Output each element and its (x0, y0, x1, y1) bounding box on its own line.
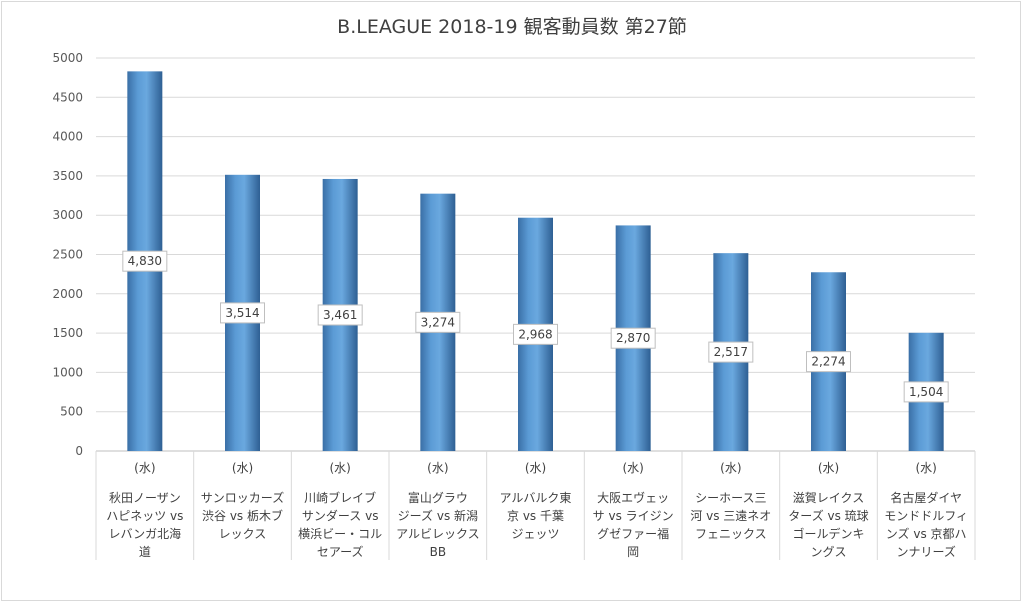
category-label: レバンガ北海 (109, 526, 182, 541)
y-tick-label: 4000 (52, 130, 83, 144)
category-day-label: (水) (134, 461, 155, 475)
category-label: 渋谷 vs 栃木ブ (202, 508, 283, 523)
category-label: サ vs ライジン (593, 509, 674, 523)
category-label: ングス (810, 545, 846, 559)
category-label: ジェッツ (511, 527, 559, 541)
data-label-box (903, 381, 949, 403)
category-day-label: (水) (915, 461, 936, 475)
data-label-box (220, 302, 265, 324)
category-day-label: (水) (329, 461, 350, 475)
y-tick-label: 500 (60, 405, 83, 419)
category-label: グゼファー福 (597, 526, 669, 541)
category-label: ゴールデンキ (792, 526, 864, 541)
data-label: 3,274 (415, 311, 461, 333)
data-label-text: 2,517 (714, 345, 748, 359)
data-label-text: 1,504 (909, 385, 943, 399)
category-label: ンズ vs 京都ハ (886, 526, 967, 541)
category-label: アルバルク東 (500, 491, 572, 505)
category-label: セアーズ (317, 544, 364, 559)
category-label: ンナリーズ (896, 544, 955, 559)
y-tick-label: 3000 (52, 208, 83, 222)
data-label: 2,968 (513, 323, 558, 345)
y-tick-label: 2000 (52, 287, 83, 301)
category-label: 名古屋ダイヤ (890, 490, 962, 505)
y-tick-label: 0 (75, 444, 83, 458)
category-label: 滋賀レイクス (793, 491, 864, 505)
data-label-text: 3,514 (225, 306, 259, 320)
category-label: 大阪エヴェッ (597, 490, 669, 505)
data-label: 3,461 (317, 304, 363, 326)
data-label: 2,274 (806, 351, 851, 373)
category-label: ジーズ vs 新潟 (398, 508, 478, 523)
category-label: シーホース三 (695, 491, 766, 505)
y-tick-label: 1500 (52, 326, 83, 340)
data-label-box (610, 327, 656, 349)
data-label-box (806, 351, 851, 373)
category-label: 横浜ビー・コル (298, 527, 382, 541)
category-label: 川崎ブレイブ (304, 490, 376, 505)
category-label: サンダース vs (302, 508, 379, 523)
y-tick-label: 5000 (52, 51, 83, 65)
y-tick-label: 3500 (52, 169, 83, 183)
data-label-box (708, 341, 754, 363)
category-label: 富山グラウ (408, 490, 468, 505)
category-day-label: (水) (525, 461, 546, 475)
data-label: 2,870 (610, 327, 656, 349)
category-label: サンロッカーズ (201, 490, 284, 505)
data-label-text: 3,461 (323, 308, 357, 322)
data-labels: 4,830 3,514 3,461 3,274 2,968 2,870 2,517 2,274… (122, 250, 949, 403)
category-label: ハピネッツ vs (106, 509, 183, 523)
category-label: 京 vs 千葉 (507, 509, 564, 523)
data-label-box (513, 323, 558, 345)
data-label-text: 2,274 (811, 355, 845, 369)
category-label: ターズ vs 琉球 (788, 508, 868, 523)
bars (127, 71, 944, 451)
data-label: 1,504 (903, 381, 949, 403)
category-label: 岡 (627, 545, 639, 559)
category-day-label: (水) (427, 461, 448, 475)
y-tick-label: 2500 (52, 248, 83, 262)
chart-title: B.LEAGUE 2018-19 観客動員数 第27節 (337, 16, 687, 38)
data-label-box (122, 250, 168, 272)
category-label: BB (430, 545, 446, 559)
category-day-label: (水) (818, 461, 839, 475)
category-label: モンドドルフィ (884, 509, 968, 523)
data-label-text: 4,830 (128, 254, 162, 268)
category-label: アルビレックス (396, 527, 480, 541)
category-day-label: (水) (622, 461, 643, 475)
category-label: 道 (139, 545, 151, 559)
category-label: 河 vs 三遠ネオ (690, 509, 771, 523)
data-label-box (415, 311, 461, 333)
category-day-label: (水) (720, 461, 741, 475)
data-label-text: 2,968 (518, 327, 552, 341)
y-tick-label: 1000 (52, 365, 83, 379)
data-label-box (317, 304, 363, 326)
data-label-text: 2,870 (616, 331, 650, 345)
data-label: 3,514 (220, 302, 265, 324)
category-label: フェニックス (695, 527, 767, 541)
data-label-text: 3,274 (421, 315, 455, 329)
data-label: 4,830 (122, 250, 168, 272)
category-label: 秋田ノーザン (109, 491, 181, 505)
y-tick-label: 4500 (52, 90, 83, 104)
data-label: 2,517 (708, 341, 754, 363)
category-day-label: (水) (232, 461, 253, 475)
category-label: レックス (219, 527, 267, 541)
y-axis-ticks: 0 500 1000 1500 2000 2500 3000 3500 4000 4500 5000 (52, 51, 83, 458)
